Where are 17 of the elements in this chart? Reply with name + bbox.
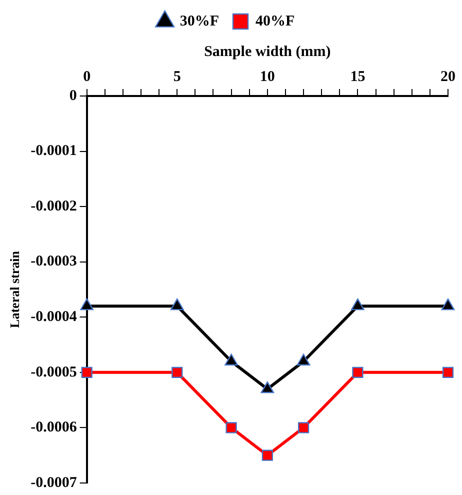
legend-label: 30%F <box>180 13 220 30</box>
x-tick-label: 15 <box>350 68 366 85</box>
x-tick-label: 5 <box>173 68 181 85</box>
y-tick-label: -0.0007 <box>30 474 78 491</box>
y-tick-label: -0.0005 <box>30 364 77 380</box>
y-tick-label: -0.0001 <box>30 143 77 160</box>
x-axis-title: Sample width (mm) <box>204 44 331 60</box>
y-axis-title: Lateral strain <box>7 250 22 328</box>
legend-label: 40%F <box>256 13 295 30</box>
y-tick-label: 0 <box>69 88 77 104</box>
x-tick-label: 10 <box>260 68 275 85</box>
x-tick-label: 0 <box>83 68 91 85</box>
x-tick-label: 20 <box>440 68 456 85</box>
y-tick-label: -0.0006 <box>30 420 78 436</box>
y-tick-label: -0.0003 <box>30 254 77 270</box>
y-tick-label: -0.0004 <box>30 309 78 326</box>
y-tick-label: -0.0002 <box>30 198 77 214</box>
